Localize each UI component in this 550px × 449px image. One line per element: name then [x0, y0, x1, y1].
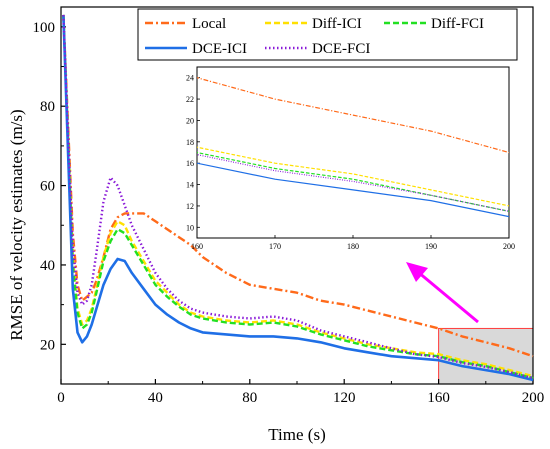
legend-item-local: Local [145, 16, 226, 32]
y-tick-label: 100 [33, 20, 56, 36]
inset-x-tick-label: 170 [269, 242, 281, 251]
x-tick-label: 160 [427, 390, 450, 406]
x-tick-label: 200 [522, 390, 545, 406]
x-tick-label: 40 [148, 390, 163, 406]
zoom-arrow [406, 262, 479, 324]
series-line-dce-ici [62, 14, 534, 382]
y-axis-label: RMSE of velocity estimates (m/s) [7, 109, 26, 340]
series-line-dce-fci [62, 14, 534, 380]
inset-plot: 160 170 180 190 200 10 12 14 16 18 20 22 24 [186, 66, 515, 324]
legend-label: DCE-FCI [312, 41, 370, 57]
inset-y-tick-label: 16 [186, 159, 194, 168]
y-tick-label: 20 [40, 337, 55, 353]
x-tick-label: 120 [333, 390, 356, 406]
series-line-diff-fci [62, 14, 534, 380]
series-line-local [62, 14, 534, 358]
inset-y-tick-label: 10 [186, 223, 194, 232]
inset-series-line-diff-ici [197, 146, 509, 207]
y-tick-label: 80 [40, 99, 55, 115]
legend-label: Diff-FCI [431, 16, 484, 32]
inset-y-tick-label: 18 [186, 138, 194, 147]
inset-frame [196, 66, 510, 239]
inset-y-tick-label: 20 [186, 116, 194, 125]
legend: Local Diff-ICI Diff-FCI DCE-ICI DCE-FCI [137, 8, 518, 61]
series-line-diff-ici [62, 14, 534, 378]
zoom-arrow-head [406, 262, 428, 282]
inset-x-tick-label: 160 [191, 242, 203, 251]
inset-x-tick-label: 200 [503, 242, 515, 251]
inset-x-tick-label: 180 [347, 242, 359, 251]
legend-item-diff-ici: Diff-ICI [265, 16, 362, 32]
y-tick-label: 40 [40, 258, 55, 274]
inset-y-tick-label: 12 [186, 202, 194, 211]
y-tick-label: 60 [40, 179, 55, 195]
inset-y-tick-label: 24 [186, 74, 194, 83]
zoom-arrow-shaft [417, 270, 479, 324]
inset-x-tick-label: 190 [425, 242, 437, 251]
legend-item-dce-fci: DCE-FCI [265, 41, 370, 57]
legend-label: Local [192, 16, 226, 32]
legend-label: Diff-ICI [312, 16, 362, 32]
inset-y-tick-label: 14 [186, 181, 194, 190]
legend-box [137, 8, 518, 61]
x-axis-label: Time (s) [268, 425, 325, 444]
inset-series-line-dce-ici [197, 162, 509, 218]
inset-y-tick-label: 22 [186, 95, 194, 104]
legend-label: DCE-ICI [192, 41, 247, 57]
inset-series-line-local [197, 77, 509, 154]
main-plot: 0 40 80 120 160 200 20 40 60 80 100 [33, 6, 545, 406]
inset-series-line-dce-fci [197, 153, 509, 212]
x-tick-label: 80 [242, 390, 257, 406]
x-tick-label: 0 [57, 390, 65, 406]
legend-item-dce-ici: DCE-ICI [145, 41, 247, 57]
legend-item-diff-fci: Diff-FCI [384, 16, 484, 32]
